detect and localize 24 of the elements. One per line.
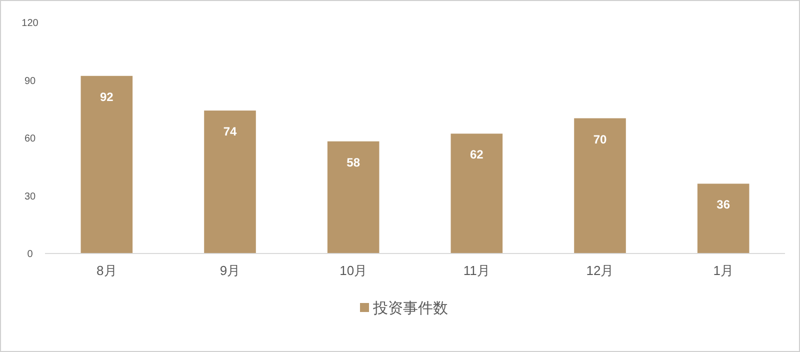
x-tick-label: 8月 — [96, 263, 117, 278]
x-tick-label: 1月 — [713, 263, 734, 278]
data-label: 36 — [716, 198, 730, 212]
bar — [204, 110, 256, 253]
x-tick-label: 12月 — [586, 263, 614, 278]
bar — [80, 76, 133, 253]
bar — [574, 118, 626, 253]
bar — [327, 141, 380, 253]
data-label: 58 — [346, 155, 360, 170]
y-tick-label: 30 — [24, 191, 36, 202]
data-label: 74 — [223, 124, 237, 139]
bar — [450, 134, 503, 253]
bar — [697, 184, 750, 253]
y-tick-label: 90 — [24, 76, 36, 87]
y-tick-label: 60 — [24, 134, 36, 144]
y-tick-label: 0 — [27, 249, 34, 260]
x-tick-label: 10月 — [340, 263, 368, 278]
data-label: 70 — [593, 132, 607, 146]
data-label: 62 — [470, 148, 484, 162]
data-label: 92 — [100, 90, 114, 104]
legend-label: 投资事件数 — [372, 300, 448, 317]
x-tick-label: 9月 — [220, 263, 240, 278]
x-tick-label: 11月 — [463, 263, 490, 278]
y-tick-label: 120 — [22, 18, 39, 29]
